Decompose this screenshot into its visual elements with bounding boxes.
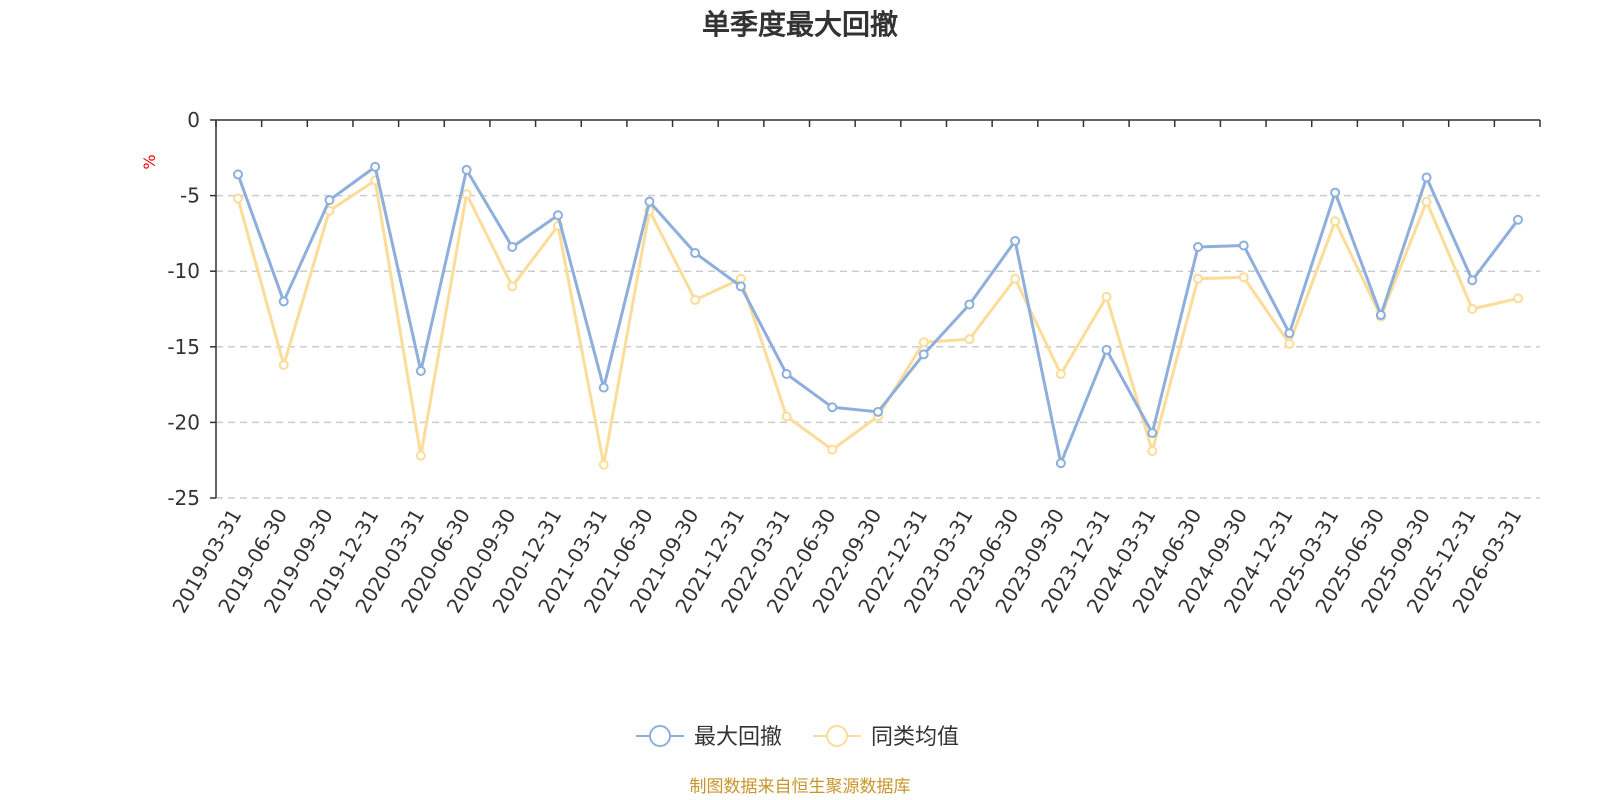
- data-point[interactable]: [598, 459, 609, 470]
- x-tick-labels: 2019-03-312019-06-302019-09-302019-12-31…: [167, 504, 1526, 617]
- data-point[interactable]: [735, 281, 746, 292]
- y-tick-label: -20: [167, 410, 200, 434]
- data-point[interactable]: [1238, 272, 1249, 283]
- series-0: [233, 161, 1523, 469]
- data-point[interactable]: [1193, 242, 1203, 253]
- data-point[interactable]: [1101, 291, 1112, 302]
- series-lines: [233, 161, 1523, 470]
- data-point[interactable]: [1467, 275, 1478, 286]
- data-point[interactable]: [1238, 240, 1249, 251]
- data-point[interactable]: [964, 299, 975, 310]
- data-point[interactable]: [324, 195, 335, 206]
- data-point[interactable]: [1330, 216, 1341, 227]
- data-point[interactable]: [507, 281, 518, 292]
- data-point[interactable]: [461, 189, 472, 200]
- legend-marker: [826, 725, 848, 747]
- series-1: [233, 175, 1523, 470]
- data-point[interactable]: [415, 365, 426, 376]
- data-point[interactable]: [1513, 293, 1523, 304]
- data-point[interactable]: [233, 193, 243, 204]
- data-point[interactable]: [644, 196, 655, 207]
- y-tick-label: -25: [167, 486, 200, 510]
- data-point[interactable]: [1330, 187, 1341, 198]
- data-point[interactable]: [415, 450, 426, 461]
- legend-item[interactable]: 最大回撤: [636, 725, 782, 750]
- y-tick-label: -5: [180, 184, 200, 208]
- y-tick-label: -10: [167, 259, 200, 283]
- legend-marker: [649, 725, 671, 747]
- data-point[interactable]: [781, 369, 792, 380]
- data-point[interactable]: [1375, 310, 1386, 321]
- data-point[interactable]: [1513, 214, 1523, 225]
- source-note: 制图数据来自恒生聚源数据库: [690, 777, 911, 797]
- data-point[interactable]: [690, 294, 701, 305]
- data-point[interactable]: [1193, 273, 1203, 284]
- data-point[interactable]: [233, 169, 243, 180]
- data-point[interactable]: [964, 334, 975, 345]
- data-point[interactable]: [781, 411, 792, 422]
- data-point[interactable]: [598, 382, 609, 393]
- chart-title: 单季度最大回撤: [702, 8, 898, 41]
- data-point[interactable]: [507, 242, 518, 253]
- data-point[interactable]: [1284, 328, 1295, 339]
- legend-label: 最大回撤: [694, 725, 782, 750]
- data-point[interactable]: [1147, 446, 1158, 457]
- data-point[interactable]: [461, 164, 472, 175]
- data-point[interactable]: [1010, 235, 1021, 246]
- axes: [210, 119, 1541, 499]
- y-tick-label: 0: [187, 108, 200, 132]
- legend-item[interactable]: 同类均值: [813, 725, 959, 750]
- data-point[interactable]: [370, 161, 381, 172]
- data-point[interactable]: [553, 210, 563, 221]
- data-point[interactable]: [1421, 172, 1432, 183]
- data-point[interactable]: [827, 402, 838, 413]
- data-point[interactable]: [1147, 427, 1158, 438]
- grid-lines: [216, 194, 1540, 499]
- legend[interactable]: 最大回撤 同类均值: [636, 725, 959, 750]
- data-point[interactable]: [1467, 304, 1478, 314]
- y-tick-label: -15: [167, 335, 200, 359]
- data-point[interactable]: [278, 296, 289, 307]
- data-point[interactable]: [873, 406, 883, 417]
- data-point[interactable]: [918, 337, 929, 348]
- data-point[interactable]: [918, 349, 929, 360]
- data-point[interactable]: [278, 359, 289, 370]
- data-point[interactable]: [1010, 273, 1021, 284]
- data-point[interactable]: [1055, 369, 1066, 380]
- y-tick-labels: 0 -5 -10 -15 -20 -25: [167, 108, 200, 510]
- data-point[interactable]: [827, 444, 838, 455]
- data-point[interactable]: [690, 248, 701, 259]
- y-axis-unit-label: %: [140, 154, 159, 169]
- data-point[interactable]: [1055, 458, 1066, 469]
- legend-label: 同类均值: [871, 725, 959, 750]
- data-point[interactable]: [1101, 344, 1112, 355]
- data-point[interactable]: [1421, 196, 1432, 207]
- data-point[interactable]: [1284, 338, 1295, 349]
